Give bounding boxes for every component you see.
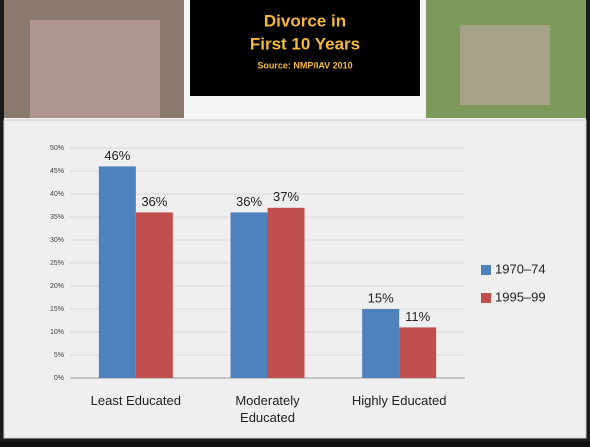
y-tick-label: 50% <box>50 145 64 152</box>
legend-swatch <box>481 293 491 303</box>
y-tick-label: 5% <box>54 352 64 359</box>
bar <box>230 212 268 378</box>
bar <box>267 207 305 378</box>
bar <box>362 309 400 378</box>
y-tick-label: 40% <box>50 191 64 198</box>
bar <box>98 166 136 378</box>
bar <box>135 212 173 378</box>
legend-label: 1970–74 <box>495 261 546 276</box>
title-box <box>190 0 420 96</box>
y-tick-label: 0% <box>54 375 64 382</box>
value-label: 37% <box>273 189 299 204</box>
legend-label: 1995–99 <box>495 289 546 304</box>
x-tick-label: Highly Educated <box>351 393 447 408</box>
x-tick-label: Least Educated <box>90 393 181 408</box>
y-tick-label: 45% <box>50 168 64 175</box>
y-tick-label: 35% <box>50 214 64 221</box>
y-tick-label: 10% <box>50 329 64 336</box>
y-tick-label: 25% <box>50 260 64 267</box>
value-label: 15% <box>368 290 394 305</box>
photo-detail <box>460 25 550 105</box>
value-label: 11% <box>405 309 430 324</box>
title-line: First 10 Years <box>250 34 360 53</box>
value-label: 36% <box>236 194 262 209</box>
source: Source: NMP/IAV 2010 <box>257 60 352 70</box>
y-tick-label: 30% <box>50 237 64 244</box>
value-label: 46% <box>104 148 130 163</box>
photo-detail <box>30 20 160 118</box>
bar <box>399 327 437 378</box>
x-tick-label: Moderately Educated <box>235 393 300 425</box>
y-tick-label: 20% <box>50 283 64 290</box>
value-label: 36% <box>141 194 167 209</box>
title-line: Divorce in <box>264 11 346 30</box>
y-tick-label: 15% <box>50 306 64 313</box>
legend-swatch <box>481 265 491 275</box>
